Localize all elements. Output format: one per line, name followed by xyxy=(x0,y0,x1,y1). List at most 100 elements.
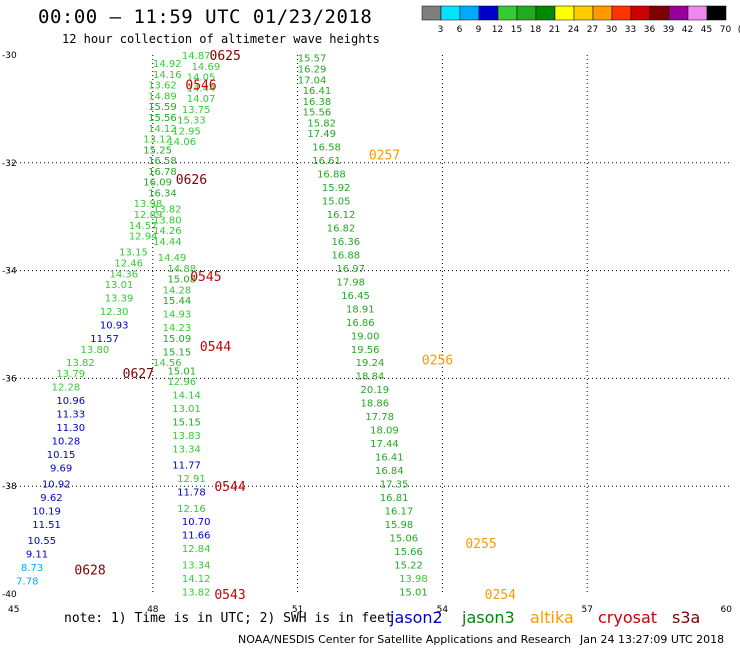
y-tick-label: -32 xyxy=(2,159,17,169)
wave-height-point: 12.16 xyxy=(177,504,206,515)
wave-height-point: 11.77 xyxy=(172,461,201,472)
wave-height-point: 15.56 xyxy=(303,108,332,119)
wave-height-point: 15.22 xyxy=(394,560,423,571)
wave-height-point: 13.62 xyxy=(148,81,177,92)
wave-height-point: 19.00 xyxy=(351,331,380,342)
colorbar-swatch xyxy=(440,5,461,21)
wave-height-point: 15.25 xyxy=(143,145,172,156)
wave-height-point: 13.83 xyxy=(172,431,201,442)
wave-height-point: 15.01 xyxy=(399,587,428,598)
pass-time-label: 0256 xyxy=(422,354,453,369)
wave-height-point: 10.19 xyxy=(32,506,61,517)
wave-height-point: 15.57 xyxy=(298,54,327,65)
wave-height-point: 16.86 xyxy=(346,318,375,329)
wave-height-point: 12.91 xyxy=(177,474,206,485)
pass-time-label: 0255 xyxy=(465,537,496,552)
wave-height-point: 15.06 xyxy=(389,533,418,544)
grid-lines xyxy=(8,55,732,594)
wave-height-point: 11.33 xyxy=(56,409,85,420)
colorbar-swatch xyxy=(516,5,537,21)
wave-height-point: 13.34 xyxy=(172,444,201,455)
colorbar-swatch xyxy=(630,5,651,21)
wave-height-point: 14.69 xyxy=(192,62,221,73)
wave-height-point: 14.93 xyxy=(163,310,192,321)
wave-height-point: 9.62 xyxy=(40,493,62,504)
wave-height-point: 12.84 xyxy=(182,544,211,555)
wave-height-point: 16.41 xyxy=(303,86,332,97)
colorbar-label: 36 xyxy=(644,25,656,35)
colorbar-swatch xyxy=(592,5,613,21)
wave-height-point: 7.78 xyxy=(16,577,38,588)
x-tick-label: 45 xyxy=(8,605,19,615)
wave-height-point: 14.12 xyxy=(148,124,177,135)
wave-height-point: 20.19 xyxy=(361,385,390,396)
wave-height-point: 15.82 xyxy=(307,118,336,129)
wave-height-point: 16.82 xyxy=(327,223,356,234)
colorbar-label: 6 xyxy=(457,25,463,35)
wave-height-point: 13.01 xyxy=(105,280,134,291)
chart-title: 00:00 – 11:59 UTC 01/23/2018 xyxy=(38,6,373,28)
colorbar-label: 24 xyxy=(568,25,580,35)
wave-height-point: 14.06 xyxy=(167,137,196,148)
colorbar-label: 21 xyxy=(549,25,560,35)
wave-height-point: 17.49 xyxy=(307,129,336,140)
wave-height-point: 13.39 xyxy=(105,294,134,305)
wave-height-point: 16.38 xyxy=(303,97,332,108)
wave-height-point: 16.12 xyxy=(327,210,356,221)
wave-height-point: 11.30 xyxy=(56,423,85,434)
wave-height-point: 16.34 xyxy=(148,188,177,199)
wave-height-point: 14.36 xyxy=(110,269,139,280)
wave-height-point: 15.15 xyxy=(172,418,201,429)
wave-height-point: 16.41 xyxy=(375,453,404,464)
wave-height-point: 12.96 xyxy=(167,377,196,388)
x-tick-label: 60 xyxy=(721,605,733,615)
wave-height-point: 16.29 xyxy=(298,64,327,75)
pass-time-label: 0628 xyxy=(74,564,105,579)
colorbar-swatch xyxy=(611,5,632,21)
colorbar-label: 3 xyxy=(438,25,444,35)
wave-height-point: 10.93 xyxy=(100,321,129,332)
wave-height-point: 16.09 xyxy=(143,178,172,189)
colorbar-label: 18 xyxy=(530,25,542,35)
chart-subtitle: 12 hour collection of altimeter wave hei… xyxy=(62,32,380,46)
wave-height-point: 14.92 xyxy=(153,59,182,70)
wave-height-point: 17.35 xyxy=(380,480,409,491)
wave-height-point: 13.75 xyxy=(182,105,211,116)
wave-height-point: 18.09 xyxy=(370,426,399,437)
wave-height-point: 18.91 xyxy=(346,304,375,315)
satellite-legend-jason2: jason2 xyxy=(390,608,443,627)
wave-height-point: 15.98 xyxy=(385,520,414,531)
wave-height-point: 16.88 xyxy=(332,250,361,261)
wave-height-point: 14.12 xyxy=(182,574,211,585)
wave-height-point: 17.44 xyxy=(370,439,399,450)
wave-height-point: 10.92 xyxy=(42,480,71,491)
wave-height-point: 16.97 xyxy=(336,264,365,275)
wave-height-point: 14.16 xyxy=(153,70,182,81)
wave-height-point: 14.56 xyxy=(153,358,182,369)
wave-height-point: 12.30 xyxy=(100,307,129,318)
wave-height-point: 13.15 xyxy=(119,248,148,259)
wave-height-point: 16.84 xyxy=(375,466,404,477)
wave-height-point: 13.80 xyxy=(81,345,110,356)
wave-height-point: 15.56 xyxy=(148,113,177,124)
pass-time-label: 0627 xyxy=(123,367,154,382)
wave-height-point: 13.79 xyxy=(56,369,85,380)
satellite-legend-cryosat: cryosat xyxy=(598,608,658,627)
y-tick-label: -30 xyxy=(2,51,17,61)
colorbar-label: 30 xyxy=(606,25,618,35)
satellite-legend-altika: altika xyxy=(530,608,574,627)
wave-height-point: 16.58 xyxy=(312,143,341,154)
wave-height-point: 15.09 xyxy=(163,334,192,345)
x-tick-label: 54 xyxy=(437,605,449,615)
wave-height-point: 18.84 xyxy=(356,372,385,383)
wave-height-point: 9.11 xyxy=(26,550,48,561)
wave-height-point: 19.56 xyxy=(351,345,380,356)
wave-height-point: 14.14 xyxy=(172,391,201,402)
wave-height-point: 14.88 xyxy=(167,264,196,275)
wave-height-point: 12.28 xyxy=(52,382,81,393)
y-tick-label: -40 xyxy=(2,590,17,600)
wave-height-point: 13.82 xyxy=(153,205,182,216)
x-tick-label: 51 xyxy=(292,605,303,615)
wave-height-point: 13.12 xyxy=(143,135,172,146)
